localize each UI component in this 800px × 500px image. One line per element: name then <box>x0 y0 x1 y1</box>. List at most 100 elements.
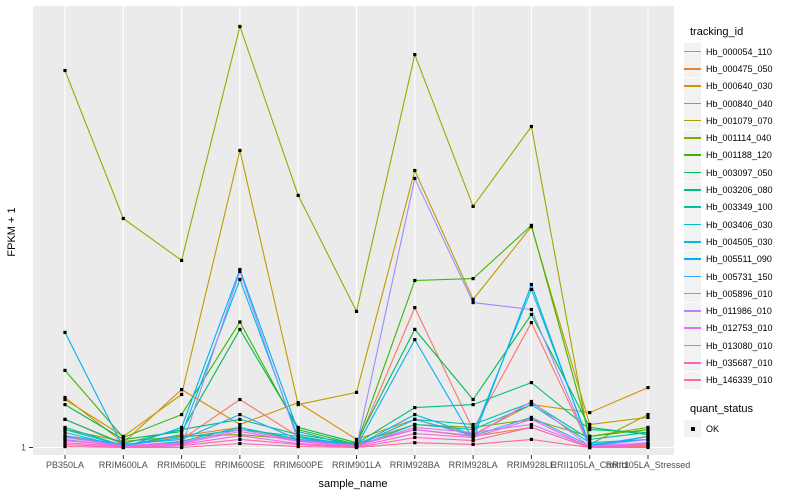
data-point-marker <box>646 425 650 429</box>
legend-item-label: Hb_003097_050 <box>706 167 773 178</box>
data-point-marker <box>238 148 242 153</box>
data-point-marker <box>238 267 242 272</box>
data-point-marker <box>180 392 184 397</box>
data-point-marker <box>413 327 417 331</box>
legend-key-swatch <box>684 354 701 372</box>
data-point-marker <box>63 445 67 449</box>
data-point-marker <box>238 327 242 331</box>
data-point-marker <box>529 417 533 421</box>
legend-item-Hb_000640_030: Hb_000640_030 <box>684 77 798 95</box>
data-point-marker <box>354 390 359 394</box>
data-point-marker <box>529 403 533 407</box>
data-point-marker <box>471 297 475 301</box>
data-point-marker <box>238 422 242 427</box>
legend-item-Hb_005511_090: Hb_005511_090 <box>684 250 798 268</box>
legend-item-Hb_003206_080: Hb_003206_080 <box>684 181 798 199</box>
legend-item-Hb_001188_120: Hb_001188_120 <box>684 146 798 164</box>
y-axis-tick-label: 1 <box>21 443 26 453</box>
data-point-marker <box>413 422 417 427</box>
data-point-marker <box>529 312 533 317</box>
data-point-marker <box>529 399 533 404</box>
data-point-marker <box>413 432 417 436</box>
data-point-marker <box>529 425 533 429</box>
data-point-marker <box>413 306 417 310</box>
data-point-marker <box>588 425 592 429</box>
data-point-marker <box>63 430 67 435</box>
data-point-marker <box>238 434 242 438</box>
legend-tracking-items: Hb_000054_110 Hb_000475_050 Hb_000640_030 H… <box>684 43 798 389</box>
legend-key-swatch <box>684 371 701 389</box>
legend-item-label: Hb_000475_050 <box>706 63 773 74</box>
data-point-marker <box>588 445 592 450</box>
data-point-marker <box>413 428 417 432</box>
data-point-marker <box>646 413 650 417</box>
data-point-marker <box>63 417 67 421</box>
data-point-marker <box>471 422 475 427</box>
legend-key-swatch <box>684 198 701 216</box>
data-point-marker <box>121 216 125 221</box>
data-point-marker <box>471 428 475 432</box>
data-point-marker <box>646 444 650 448</box>
legend-item-label: OK <box>706 423 720 434</box>
data-point-marker <box>471 277 475 281</box>
data-point-marker <box>529 282 533 287</box>
x-tick-label: RRII105LA_Control <box>551 460 629 470</box>
legend-key-swatch <box>684 302 701 320</box>
legend-swatch-line <box>684 154 701 157</box>
data-point-marker <box>413 413 417 417</box>
x-tick-label: PB350LA <box>46 460 84 470</box>
legend-item-Hb_011986_010: Hb_011986_010 <box>684 302 798 320</box>
x-tick-label: RRII105LA_Stressed <box>606 460 691 470</box>
data-point-marker <box>646 415 650 419</box>
legend-key-swatch <box>684 164 701 182</box>
data-point-marker <box>588 422 592 427</box>
data-point-marker <box>471 403 475 407</box>
legend-item-label: Hb_035687_010 <box>706 357 773 368</box>
data-point-marker <box>413 425 417 429</box>
black-square-point-icon <box>690 426 695 431</box>
legend-quant-items: OK <box>684 420 798 438</box>
data-point-marker <box>180 428 184 432</box>
data-point-marker <box>296 193 300 197</box>
data-point-marker <box>180 437 184 441</box>
data-point-marker <box>238 413 242 417</box>
data-point-marker <box>296 433 300 437</box>
legend-key-swatch <box>684 60 701 78</box>
legend-swatch-line <box>684 240 701 243</box>
legend-item-Hb_001114_040: Hb_001114_040 <box>684 129 798 147</box>
data-point-marker <box>296 435 300 440</box>
x-tick-label: RRIM600LE <box>157 460 206 470</box>
legend-swatch-line <box>684 85 701 87</box>
legend-item-label: Hb_003349_100 <box>706 202 773 213</box>
data-point-marker <box>296 429 300 434</box>
legend-item-Hb_035687_010: Hb_035687_010 <box>684 354 798 372</box>
data-point-marker <box>588 428 592 432</box>
legend-swatch-line <box>684 119 701 122</box>
data-point-marker <box>63 441 67 445</box>
plot-panel <box>33 6 674 455</box>
data-point-marker <box>588 411 592 415</box>
legend-key-swatch <box>684 250 701 268</box>
data-point-marker <box>238 277 242 282</box>
legend-swatch-line <box>684 223 701 226</box>
data-point-marker <box>354 309 359 313</box>
data-point-marker <box>296 442 300 446</box>
legend-item-label: Hb_005731_150 <box>706 271 773 282</box>
legend-title-quant-status: quant_status <box>690 402 753 415</box>
data-point-marker <box>413 176 417 180</box>
legend-item-Hb_000475_050: Hb_000475_050 <box>684 60 798 78</box>
data-point-marker <box>63 425 67 429</box>
data-point-marker <box>180 388 184 392</box>
x-tick-label: RRIM901LA <box>332 460 381 470</box>
x-tick-label: RRIM600SE <box>215 460 265 470</box>
data-point-marker <box>529 321 533 325</box>
legend-item-Hb_004505_030: Hb_004505_030 <box>684 233 798 251</box>
legend-item-label: Hb_004505_030 <box>706 236 773 247</box>
data-point-marker <box>646 430 650 435</box>
legend-swatch-line <box>684 344 701 347</box>
data-point-marker <box>63 442 67 446</box>
legend-item-label: Hb_001114_040 <box>706 133 772 144</box>
data-point-marker <box>413 406 417 410</box>
